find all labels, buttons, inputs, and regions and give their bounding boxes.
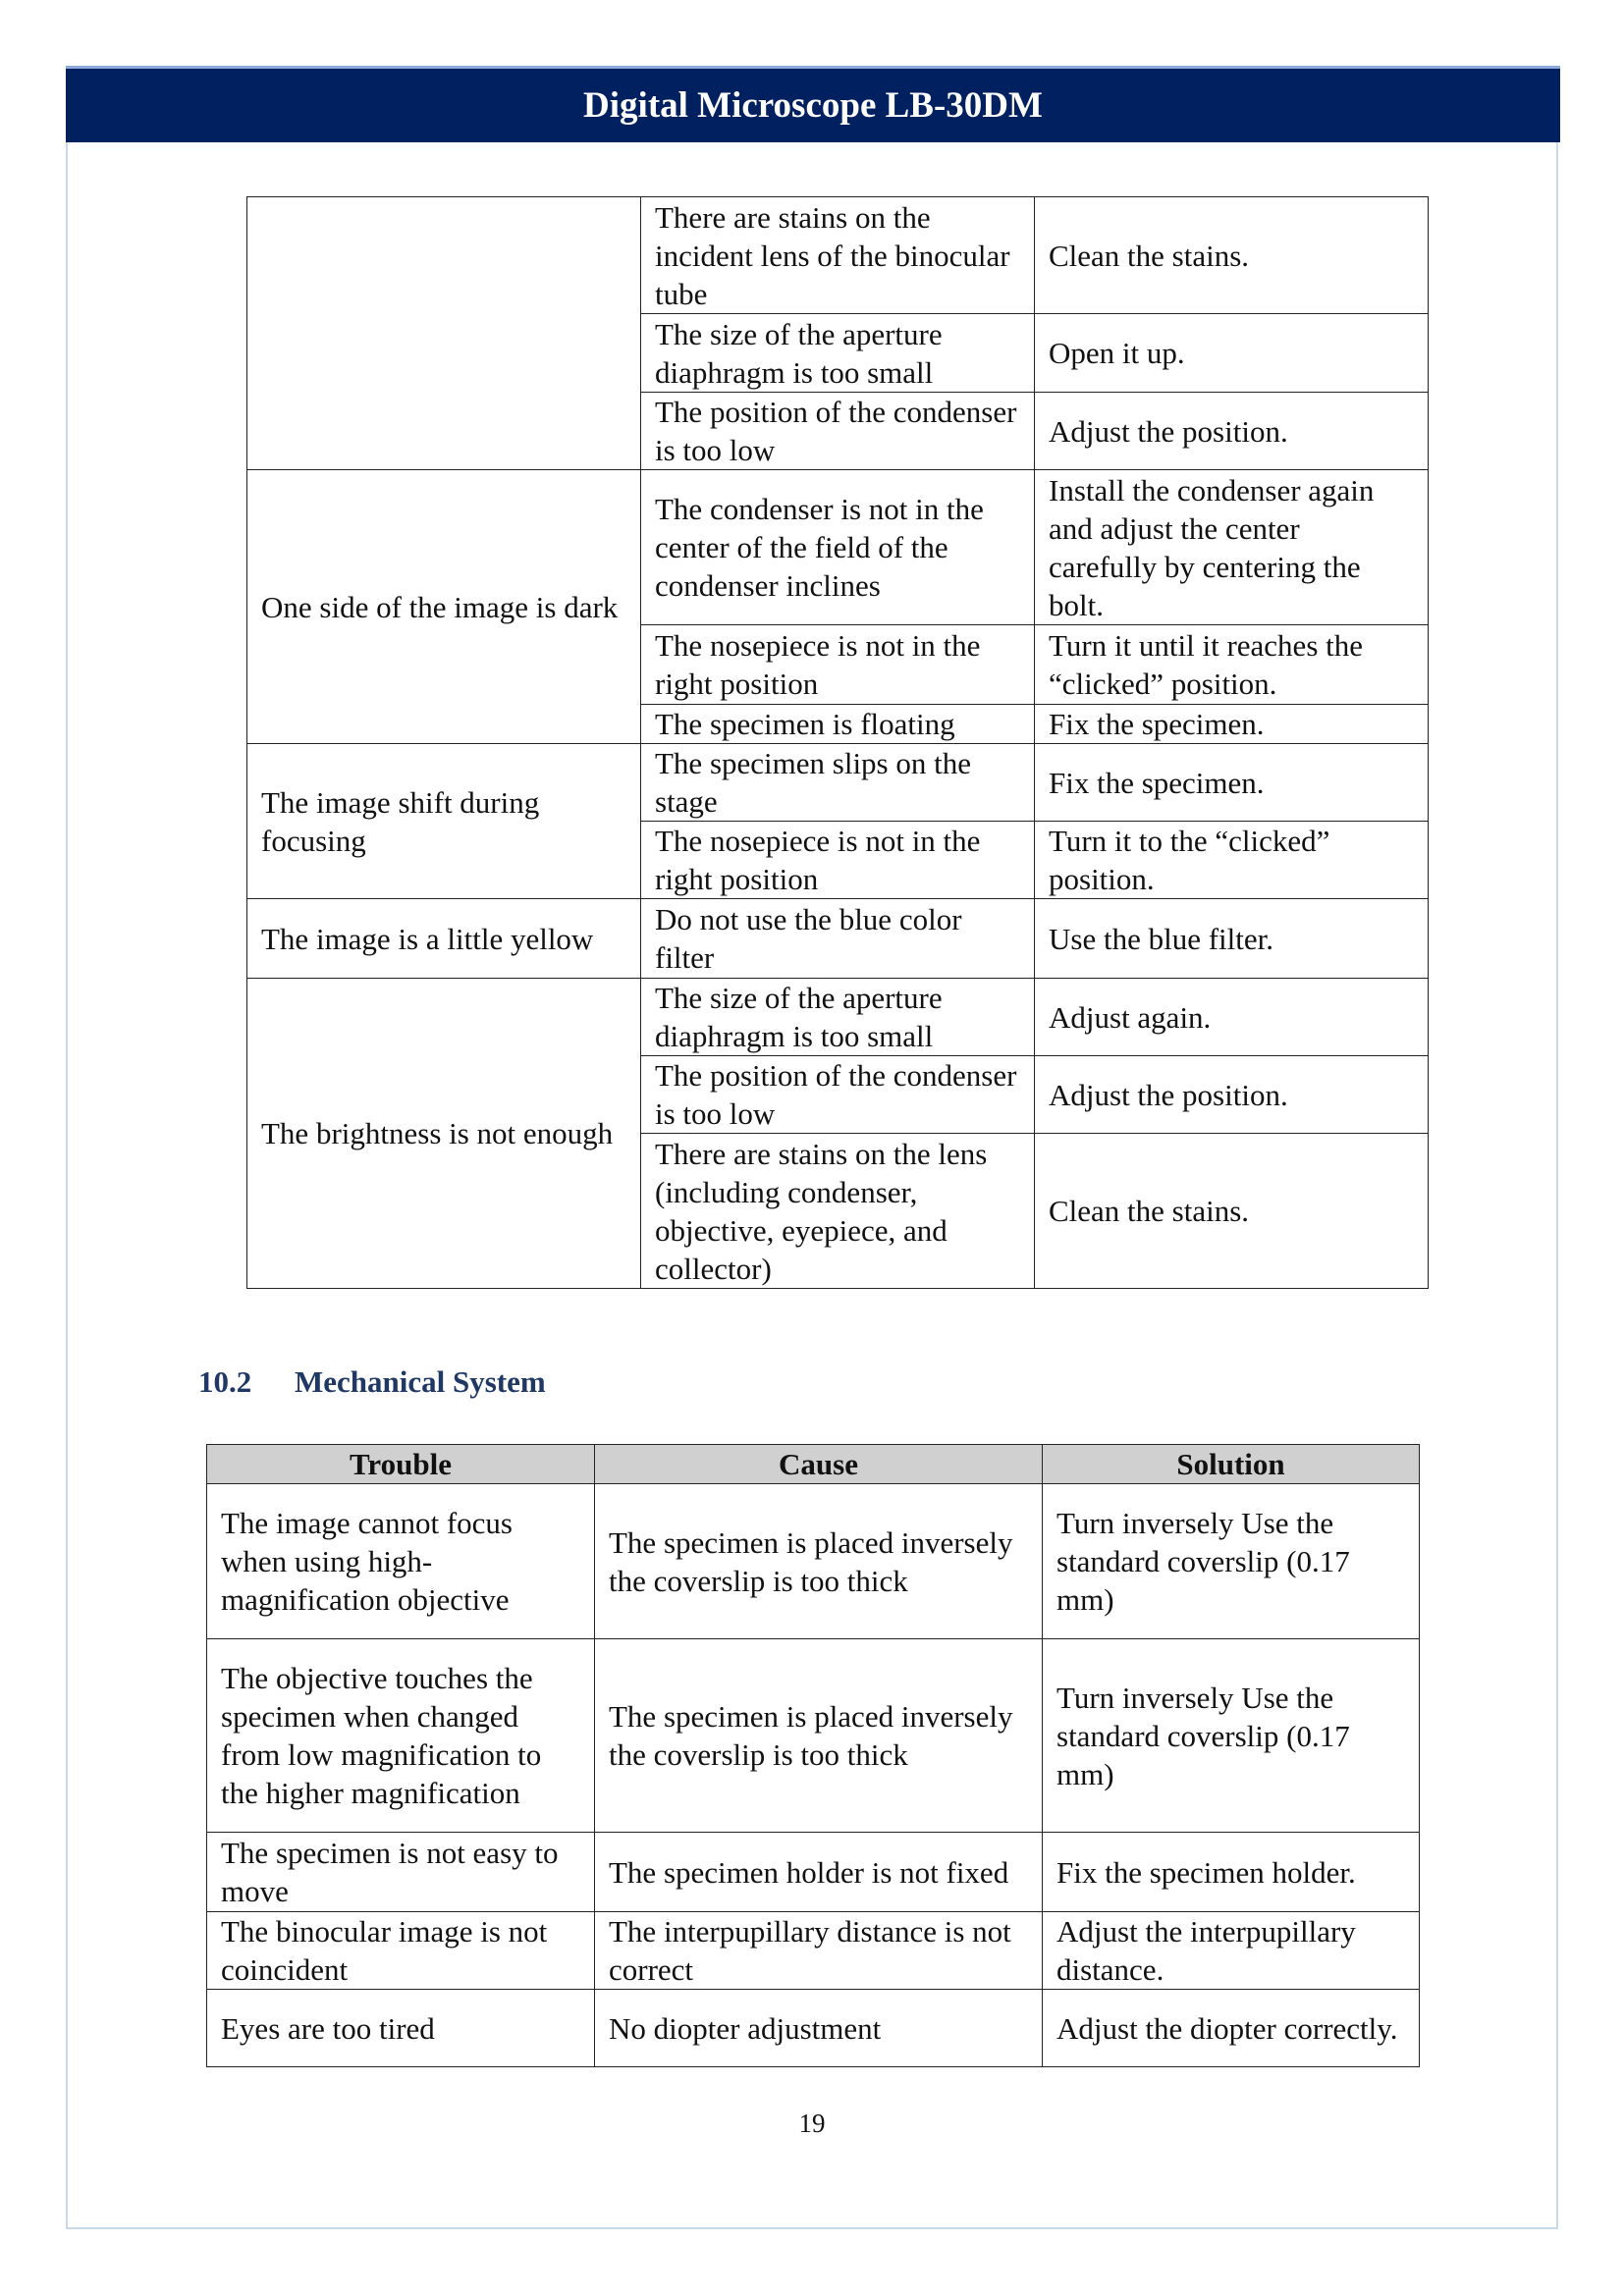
- table-row: The brightness is not enough The size of…: [246, 978, 1429, 1289]
- section-heading: 10.2 Mechanical System: [198, 1364, 546, 1400]
- trouble-cell: The image shift during focusing: [246, 743, 641, 899]
- trouble-cell: One side of the image is dark: [246, 469, 641, 744]
- cause-cell: Do not use the blue color filter: [640, 898, 1035, 979]
- table-row: There are stains on the incident lens of…: [246, 196, 1429, 470]
- solution-cell: Adjust the position.: [1034, 1055, 1429, 1134]
- trouble-cell: The image cannot focus when using high-m…: [206, 1483, 595, 1639]
- solution-cell: Install the condenser again and adjust t…: [1034, 469, 1429, 625]
- table-row: The binocular image is not coincident Th…: [206, 1911, 1420, 1990]
- cause-cell: The specimen is placed inversely the cov…: [594, 1638, 1043, 1833]
- cause-cell: There are stains on the incident lens of…: [640, 196, 1035, 314]
- cause-cell: No diopter adjustment: [594, 1989, 1043, 2067]
- table-row: The specimen is not easy to move The spe…: [206, 1832, 1420, 1912]
- trouble-cell: The brightness is not enough: [246, 978, 641, 1289]
- solution-cell: Use the blue filter.: [1034, 898, 1429, 979]
- optical-troubleshooting-table: There are stains on the incident lens of…: [246, 196, 1429, 1289]
- trouble-cell: The objective touches the specimen when …: [206, 1638, 595, 1833]
- table-row: The image cannot focus when using high-m…: [206, 1483, 1420, 1639]
- table-row: The nosepiece is not in the right positi…: [247, 821, 1429, 899]
- solution-cell: Turn it to the “clicked” position.: [1034, 821, 1429, 899]
- column-header-trouble: Trouble: [206, 1444, 595, 1484]
- solution-cell: Adjust the diopter correctly.: [1042, 1989, 1420, 2067]
- table-row: The position of the condenser is too low…: [247, 392, 1429, 470]
- solution-cell: Fix the specimen.: [1034, 743, 1429, 822]
- page-number: 19: [798, 2109, 826, 2138]
- solution-cell: Turn inversely Use the standard coversli…: [1042, 1483, 1420, 1639]
- solution-cell: Clean the stains.: [1034, 196, 1429, 314]
- cause-cell: The condenser is not in the center of th…: [640, 469, 1035, 625]
- cause-cell: The specimen slips on the stage: [640, 743, 1035, 822]
- solution-cell: Fix the specimen.: [1034, 704, 1429, 744]
- table-row: The image shift during focusing The spec…: [246, 743, 1429, 899]
- section-title: Mechanical System: [295, 1364, 546, 1399]
- cause-cell: The interpupillary distance is not corre…: [594, 1911, 1043, 1990]
- table-row: The image is a little yellow Do not use …: [246, 898, 1429, 979]
- column-header-cause: Cause: [594, 1444, 1043, 1484]
- solution-cell: Clean the stains.: [1034, 1133, 1429, 1289]
- trouble-cell: [246, 196, 641, 470]
- cause-cell: The size of the aperture diaphragm is to…: [640, 313, 1035, 393]
- table-row: Eyes are too tired No diopter adjustment…: [206, 1989, 1420, 2067]
- cause-cell: The nosepiece is not in the right positi…: [640, 624, 1035, 705]
- cause-cell: The position of the condenser is too low: [640, 1055, 1035, 1134]
- cause-cell: The specimen is floating: [640, 704, 1035, 744]
- section-number: 10.2: [198, 1364, 252, 1399]
- solution-cell: Open it up.: [1034, 313, 1429, 393]
- table-row: The specimen is floating Fix the specime…: [247, 704, 1429, 744]
- trouble-cell: Eyes are too tired: [206, 1989, 595, 2067]
- table-row: There are stains on the lens (including …: [247, 1133, 1429, 1289]
- table-row: The objective touches the specimen when …: [206, 1638, 1420, 1833]
- solution-cell: Turn it until it reaches the “clicked” p…: [1034, 624, 1429, 705]
- table-row: One side of the image is dark The conden…: [246, 469, 1429, 744]
- document-title: Digital Microscope LB-30DM: [583, 85, 1043, 126]
- cause-cell: The position of the condenser is too low: [640, 392, 1035, 470]
- table-row: The nosepiece is not in the right positi…: [247, 624, 1429, 705]
- solution-cell: Adjust the position.: [1034, 392, 1429, 470]
- solution-cell: Fix the specimen holder.: [1042, 1832, 1420, 1912]
- cause-cell: The nosepiece is not in the right positi…: [640, 821, 1035, 899]
- cause-cell: The size of the aperture diaphragm is to…: [640, 978, 1035, 1056]
- cause-cell: The specimen is placed inversely the cov…: [594, 1483, 1043, 1639]
- trouble-cell: The specimen is not easy to move: [206, 1832, 595, 1912]
- column-header-solution: Solution: [1042, 1444, 1420, 1484]
- solution-cell: Adjust the interpupillary distance.: [1042, 1911, 1420, 1990]
- trouble-cell: The image is a little yellow: [246, 898, 641, 979]
- solution-cell: Adjust again.: [1034, 978, 1429, 1056]
- cause-cell: The specimen holder is not fixed: [594, 1832, 1043, 1912]
- trouble-cell: The binocular image is not coincident: [206, 1911, 595, 1990]
- mechanical-troubleshooting-table: Trouble Cause Solution The image cannot …: [206, 1444, 1420, 2067]
- solution-cell: Turn inversely Use the standard coversli…: [1042, 1638, 1420, 1833]
- cause-cell: There are stains on the lens (including …: [640, 1133, 1035, 1289]
- table-header-row: Trouble Cause Solution: [206, 1444, 1420, 1484]
- table-row: The position of the condenser is too low…: [247, 1055, 1429, 1134]
- page-header: Digital Microscope LB-30DM: [66, 66, 1560, 142]
